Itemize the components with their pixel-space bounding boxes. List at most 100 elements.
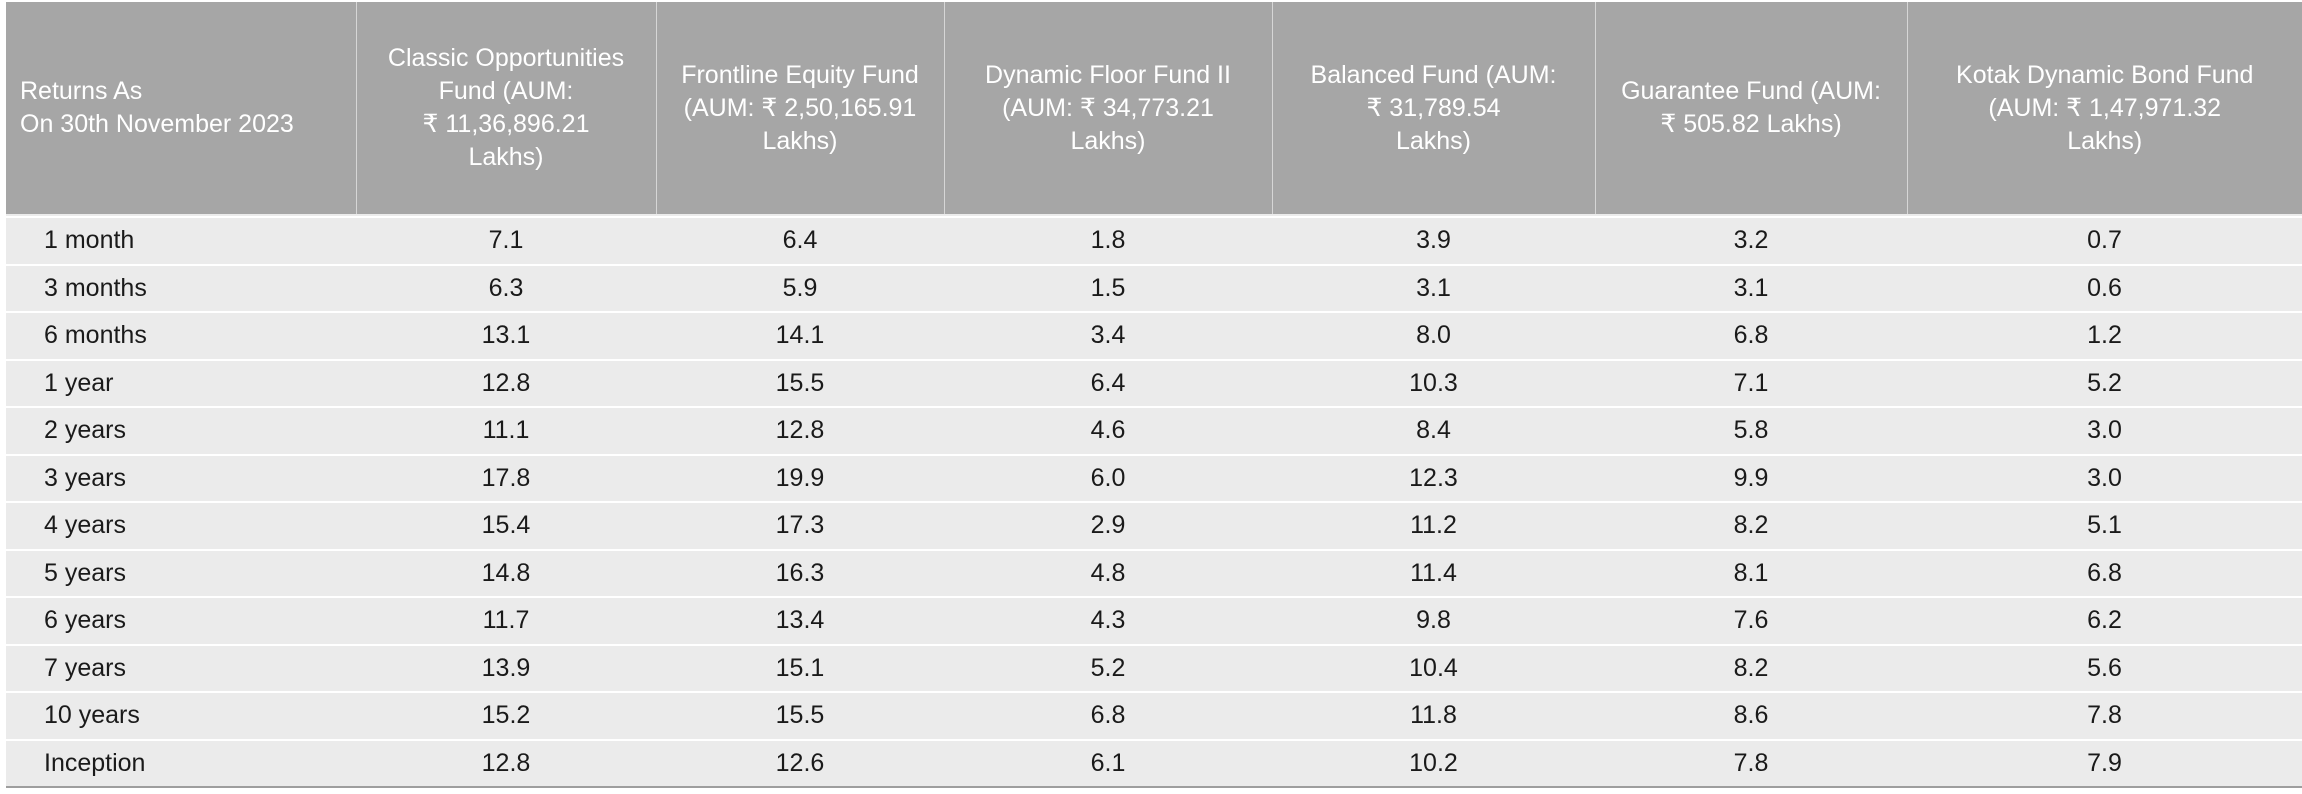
header-line: Lakhs) — [1070, 126, 1146, 155]
header-guarantee-fund: Guarantee Fund (AUM: ₹ 505.82 Lakhs) — [1594, 2, 1907, 214]
value-cell: 7.1 — [356, 216, 656, 265]
header-line: (AUM: ₹ 2,50,165.91 — [683, 93, 917, 122]
value-cell: 5.6 — [1907, 643, 2302, 692]
value-cell: 11.4 — [1272, 548, 1595, 597]
value-cell: 6.2 — [1907, 596, 2302, 645]
value-cell: 0.6 — [1907, 263, 2302, 312]
header-line: Fund (AUM: — [438, 77, 574, 105]
table-row: Inception 12.8 12.6 6.1 10.2 7.8 7.9 — [6, 738, 2302, 788]
table-row: 3 years 17.8 19.9 6.0 12.3 9.9 3.0 — [6, 453, 2302, 502]
header-line: Balanced Fund (AUM: — [1310, 60, 1557, 89]
value-cell: 12.6 — [656, 738, 944, 788]
value-cell: 9.9 — [1595, 453, 1907, 502]
value-cell: 0.7 — [1907, 216, 2302, 265]
header-line: Lakhs) — [2067, 126, 2143, 155]
value-cell: 3.0 — [1907, 453, 2302, 502]
value-cell: 13.9 — [356, 643, 656, 692]
value-cell: 3.4 — [944, 311, 1272, 360]
value-cell: 15.5 — [656, 358, 944, 407]
value-cell: 3.1 — [1272, 263, 1595, 312]
value-cell: 15.2 — [356, 691, 656, 740]
value-cell: 6.8 — [1907, 548, 2302, 597]
value-cell: 9.8 — [1272, 596, 1595, 645]
value-cell: 8.2 — [1595, 501, 1907, 550]
value-cell: 12.8 — [656, 406, 944, 455]
value-cell: 19.9 — [656, 453, 944, 502]
value-cell: 5.8 — [1595, 406, 1907, 455]
header-line: Classic Opportunities — [387, 44, 625, 72]
value-cell: 5.9 — [656, 263, 944, 312]
value-cell: 7.9 — [1907, 738, 2302, 788]
value-cell: 1.2 — [1907, 311, 2302, 360]
value-cell: 6.4 — [656, 216, 944, 265]
header-frontline-equity-fund: Frontline Equity Fund (AUM: ₹ 2,50,165.9… — [655, 2, 944, 214]
value-cell: 3.2 — [1595, 216, 1907, 265]
period-cell: 6 years — [6, 596, 356, 645]
value-cell: 2.9 — [944, 501, 1272, 550]
table-row: 3 months 6.3 5.9 1.5 3.1 3.1 0.6 — [6, 263, 2302, 312]
value-cell: 1.8 — [944, 216, 1272, 265]
header-line: On 30th November 2023 — [20, 110, 294, 138]
header-kotak-dynamic-bond-fund: Kotak Dynamic Bond Fund (AUM: ₹ 1,47,971… — [1906, 2, 2302, 214]
header-line: Lakhs) — [762, 126, 838, 155]
period-cell: 5 years — [6, 548, 356, 597]
period-cell: 6 months — [6, 311, 356, 360]
period-cell: 3 years — [6, 453, 356, 502]
value-cell: 7.8 — [1595, 738, 1907, 788]
value-cell: 7.8 — [1907, 691, 2302, 740]
value-cell: 1.5 — [944, 263, 1272, 312]
value-cell: 8.0 — [1272, 311, 1595, 360]
header-line: Guarantee Fund (AUM: — [1621, 77, 1881, 105]
value-cell: 15.1 — [656, 643, 944, 692]
table-row: 1 month 7.1 6.4 1.8 3.9 3.2 0.7 — [6, 216, 2302, 265]
header-row: Returns As On 30th November 2023 Classic… — [6, 2, 2302, 214]
value-cell: 8.6 — [1595, 691, 1907, 740]
value-cell: 17.8 — [356, 453, 656, 502]
header-dynamic-floor-fund-ii: Dynamic Floor Fund II (AUM: ₹ 34,773.21 … — [943, 2, 1272, 214]
value-cell: 4.6 — [944, 406, 1272, 455]
period-cell: 2 years — [6, 406, 356, 455]
value-cell: 12.3 — [1272, 453, 1595, 502]
value-cell: 6.1 — [944, 738, 1272, 788]
value-cell: 4.8 — [944, 548, 1272, 597]
value-cell: 3.0 — [1907, 406, 2302, 455]
fund-returns-table: Returns As On 30th November 2023 Classic… — [6, 2, 2302, 788]
value-cell: 8.2 — [1595, 643, 1907, 692]
value-cell: 15.4 — [356, 501, 656, 550]
value-cell: 3.9 — [1272, 216, 1595, 265]
header-returns-as: Returns As On 30th November 2023 — [6, 2, 356, 214]
header-balanced-fund: Balanced Fund (AUM: ₹ 31,789.54 Lakhs) — [1271, 2, 1595, 214]
value-cell: 10.3 — [1272, 358, 1595, 407]
value-cell: 14.1 — [656, 311, 944, 360]
value-cell: 7.1 — [1595, 358, 1907, 407]
value-cell: 5.2 — [1907, 358, 2302, 407]
value-cell: 5.1 — [1907, 501, 2302, 550]
header-line: Frontline Equity Fund — [681, 60, 919, 89]
value-cell: 6.0 — [944, 453, 1272, 502]
table-row: 7 years 13.9 15.1 5.2 10.4 8.2 5.6 — [6, 643, 2302, 692]
spacer-row — [6, 214, 2302, 217]
header-line: ₹ 31,789.54 — [1366, 93, 1501, 122]
value-cell: 12.8 — [356, 738, 656, 788]
period-cell: 7 years — [6, 643, 356, 692]
value-cell: 12.8 — [356, 358, 656, 407]
value-cell: 7.6 — [1595, 596, 1907, 645]
value-cell: 8.4 — [1272, 406, 1595, 455]
header-classic-opportunities-fund: Classic Opportunities Fund (AUM: ₹ 11,36… — [355, 2, 656, 214]
value-cell: 5.2 — [944, 643, 1272, 692]
table-row: 6 months 13.1 14.1 3.4 8.0 6.8 1.2 — [6, 311, 2302, 360]
period-cell: Inception — [6, 738, 356, 788]
table-row: 2 years 11.1 12.8 4.6 8.4 5.8 3.0 — [6, 406, 2302, 455]
value-cell: 13.1 — [356, 311, 656, 360]
value-cell: 11.7 — [356, 596, 656, 645]
value-cell: 14.8 — [356, 548, 656, 597]
spacer-cell — [6, 214, 2302, 217]
header-line: ₹ 11,36,896.21 — [422, 110, 590, 138]
value-cell: 10.2 — [1272, 738, 1595, 788]
header-line: ₹ 505.82 Lakhs) — [1660, 110, 1842, 138]
header-line: Returns As — [20, 77, 143, 105]
value-cell: 3.1 — [1595, 263, 1907, 312]
period-cell: 1 year — [6, 358, 356, 407]
table-row: 1 year 12.8 15.5 6.4 10.3 7.1 5.2 — [6, 358, 2302, 407]
table-row: 4 years 15.4 17.3 2.9 11.2 8.2 5.1 — [6, 501, 2302, 550]
